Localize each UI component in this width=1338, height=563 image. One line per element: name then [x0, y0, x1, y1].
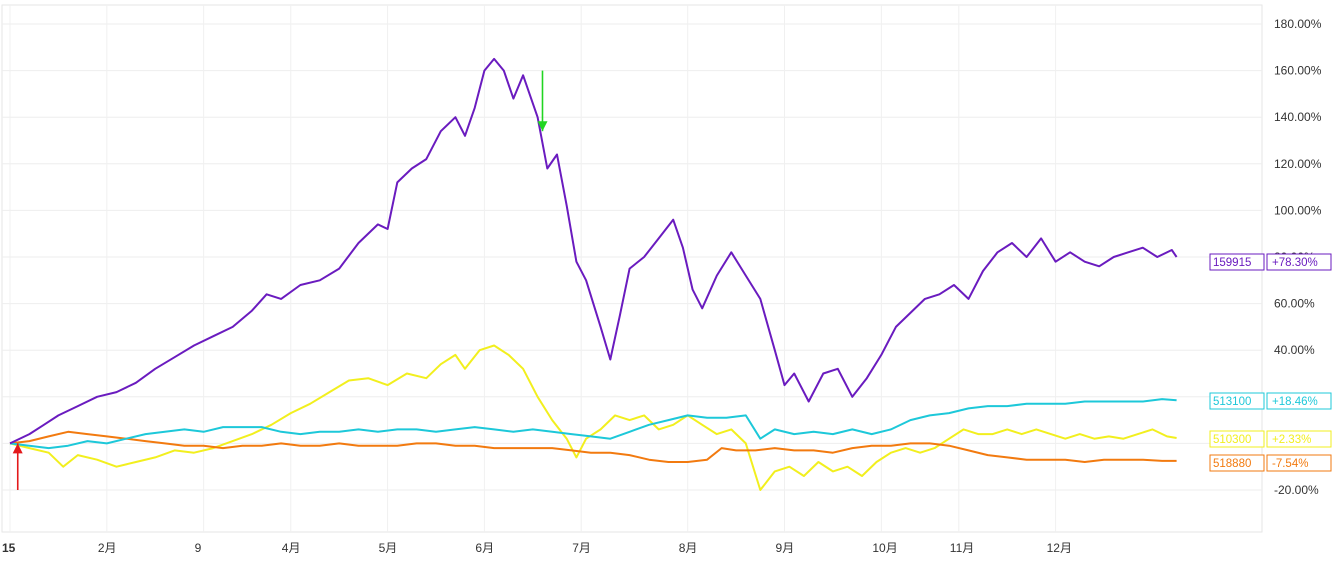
- series-line-510300: [9, 344, 1177, 491]
- tag-code: 518880: [1213, 458, 1251, 470]
- series-lines: [9, 57, 1178, 491]
- x-tick-label: 4月: [282, 541, 301, 555]
- tag-510300: 510300 +2.33%: [1209, 430, 1332, 448]
- tag-code: 513100: [1213, 396, 1251, 408]
- tag-518880: 518880 -7.54%: [1209, 454, 1332, 472]
- tag-value: +18.46%: [1272, 396, 1318, 408]
- tag-value: +2.33%: [1272, 434, 1311, 446]
- x-tick-label: 9: [195, 541, 202, 555]
- gridlines: [1, 4, 1263, 533]
- tag-value-box: [1266, 430, 1332, 448]
- x-tick-label: 9月: [776, 541, 795, 555]
- x-tick-label: 10月: [872, 541, 897, 555]
- tag-code: 159915: [1213, 257, 1251, 269]
- y-tick-label: 120.00%: [1274, 157, 1322, 171]
- x-tick-label: 6月: [475, 541, 494, 555]
- annotations: [12, 70, 548, 490]
- tag-value-box: [1266, 253, 1332, 271]
- y-tick-label: 60.00%: [1274, 297, 1315, 311]
- tag-code-box: [1209, 392, 1265, 410]
- x-tick-label: 12月: [1047, 541, 1072, 555]
- y-tick-label: 40.00%: [1274, 343, 1315, 357]
- x-tick-label: 15: [2, 541, 16, 555]
- arrow-head: [12, 443, 23, 454]
- y-tick-label: 180.00%: [1274, 17, 1322, 31]
- tag-code-box: [1209, 454, 1265, 472]
- tag-code-box: [1209, 430, 1265, 448]
- x-tick-label: 7月: [572, 541, 591, 555]
- x-tick-label: 11月: [950, 541, 974, 555]
- y-tick-label: 100.00%: [1274, 203, 1322, 217]
- buy-arrow: [12, 443, 23, 490]
- tag-code-box: [1209, 253, 1265, 271]
- y-tick-label: 140.00%: [1274, 110, 1322, 124]
- y-tick-label: -20.00%: [1274, 483, 1319, 497]
- arrow-head: [537, 121, 548, 132]
- tag-513100: 513100 +18.46%: [1209, 392, 1332, 410]
- x-tick-label: 8月: [679, 541, 698, 555]
- series-line-159915: [9, 57, 1178, 445]
- tag-value-box: [1266, 392, 1332, 410]
- y-tick-label: 160.00%: [1274, 64, 1322, 78]
- series-line-518880: [9, 430, 1177, 463]
- tag-value-box: [1266, 454, 1332, 472]
- x-tick-label: 5月: [379, 541, 398, 555]
- x-tick-label: 2月: [98, 541, 117, 555]
- tag-value: -7.54%: [1272, 458, 1308, 470]
- x-axis-labels: 15 2月 9 4月 5月 6月 7月 8月 9月 10月 11月 12月: [2, 541, 1072, 555]
- tag-159915: 159915 +78.30%: [1209, 253, 1332, 271]
- sell-arrow: [537, 70, 548, 132]
- last-value-tags: 159915 +78.30%510300 +2.33%513100 +18.46%51…: [1209, 253, 1332, 472]
- tag-value: +78.30%: [1272, 257, 1318, 269]
- series-line-513100: [9, 398, 1177, 450]
- tag-code: 510300: [1213, 434, 1251, 446]
